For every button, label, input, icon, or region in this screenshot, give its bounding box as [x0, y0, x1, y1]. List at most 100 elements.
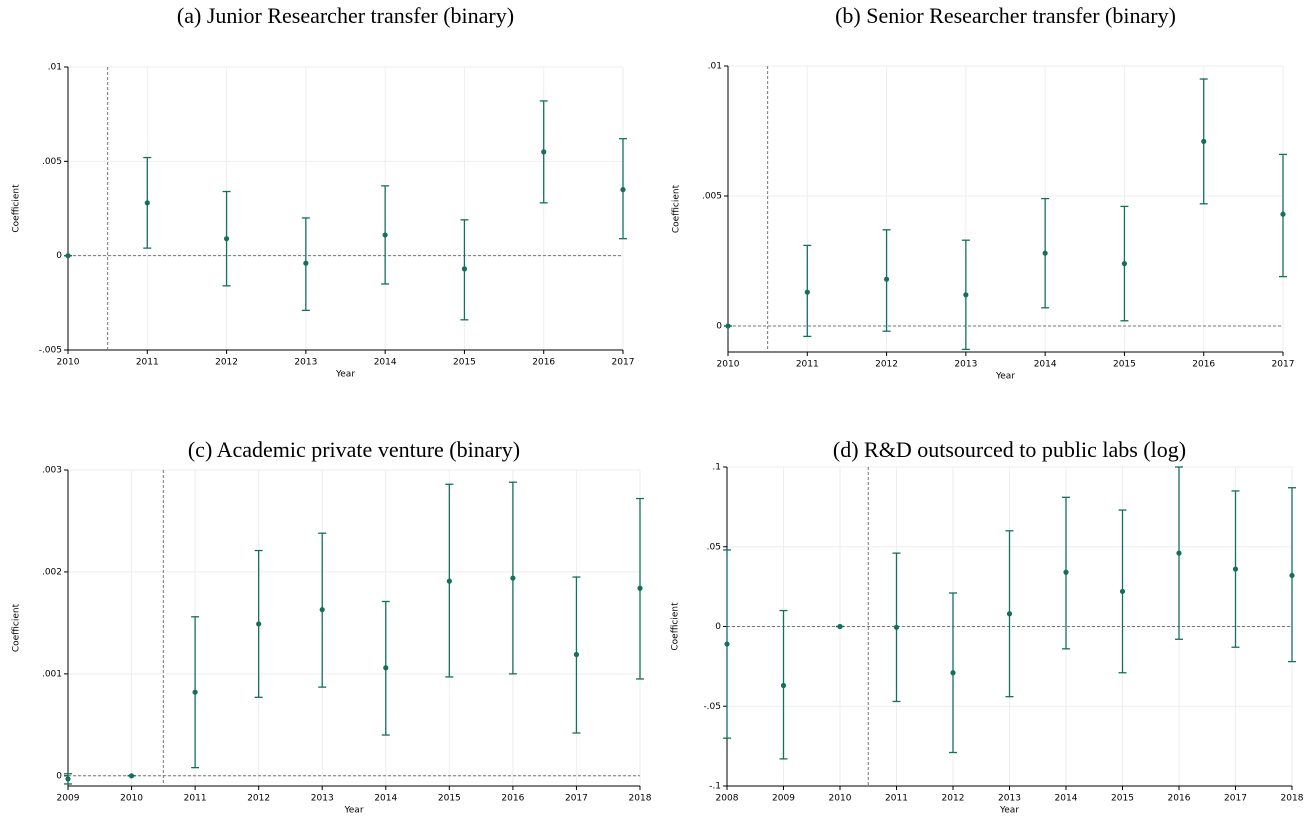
- point: [1280, 211, 1286, 217]
- point: [1063, 569, 1069, 575]
- y-axis-label: Coefficient: [12, 184, 22, 233]
- x-tick-label: 2012: [247, 794, 270, 804]
- x-tick-label: 2016: [532, 358, 555, 368]
- y-tick-label: -.05: [703, 702, 721, 712]
- chart-title: (a) Junior Researcher transfer (binary): [177, 3, 514, 28]
- point: [804, 289, 810, 295]
- x-tick-label: 2014: [1034, 360, 1057, 370]
- x-tick-label: 2010: [717, 360, 740, 370]
- x-tick-label: 2009: [772, 794, 795, 804]
- point: [319, 607, 325, 613]
- y-tick-label: -.005: [39, 346, 62, 356]
- x-tick-label: 2013: [954, 360, 977, 370]
- x-tick-label: 2013: [998, 794, 1021, 804]
- x-tick-label: 2013: [311, 794, 334, 804]
- point: [1119, 588, 1126, 595]
- x-tick-label: 2009: [57, 794, 80, 804]
- point: [1289, 572, 1295, 579]
- x-tick-label: 2012: [942, 794, 965, 804]
- y-tick-label: .003: [42, 466, 62, 476]
- x-tick-label: 2018: [629, 794, 652, 804]
- x-tick-label: 2014: [374, 794, 397, 804]
- point: [1042, 250, 1048, 256]
- point: [144, 200, 150, 206]
- point: [1121, 261, 1128, 267]
- point: [65, 776, 71, 782]
- x-tick-label: 2017: [1272, 360, 1295, 370]
- point: [837, 623, 843, 630]
- point: [780, 682, 787, 689]
- point: [725, 323, 731, 329]
- x-tick-label: 2012: [875, 360, 898, 370]
- x-tick-label: 2014: [1055, 794, 1078, 804]
- x-tick-label: 2008: [716, 794, 739, 804]
- point: [510, 575, 516, 581]
- y-tick-label: .002: [42, 567, 62, 577]
- x-axis-label: Year: [999, 806, 1019, 816]
- x-tick-label: 2015: [453, 358, 476, 368]
- y-axis-label: Coefficient: [12, 603, 22, 652]
- point: [541, 149, 547, 155]
- y-tick-label: .01: [708, 62, 722, 72]
- point: [461, 266, 468, 272]
- point: [1176, 550, 1182, 556]
- x-axis-label: Year: [335, 370, 355, 380]
- point: [303, 260, 309, 266]
- point: [620, 187, 626, 193]
- x-axis-label: Year: [343, 806, 363, 816]
- point: [382, 232, 388, 238]
- x-tick-label: 2015: [438, 794, 461, 804]
- x-tick-label: 2010: [57, 358, 80, 368]
- x-axis-label: Year: [995, 372, 1015, 382]
- point: [573, 651, 580, 658]
- point: [883, 276, 890, 282]
- point: [192, 689, 198, 695]
- x-tick-label: 2017: [1224, 794, 1247, 804]
- x-tick-label: 2011: [184, 794, 207, 804]
- point: [1201, 138, 1207, 144]
- point: [893, 624, 900, 630]
- chart-title: (d) R&D outsourced to public labs (log): [833, 437, 1186, 462]
- x-tick-label: 2015: [1111, 794, 1134, 804]
- point: [65, 253, 71, 259]
- x-tick-label: 2013: [294, 358, 317, 368]
- point: [256, 621, 262, 627]
- y-axis-label: Coefficient: [672, 184, 682, 233]
- x-tick-label: 2016: [1192, 360, 1215, 370]
- x-tick-label: 2010: [829, 794, 852, 804]
- x-tick-label: 2015: [1113, 360, 1136, 370]
- point: [1006, 611, 1013, 617]
- point: [950, 670, 956, 676]
- y-axis-label: Coefficient: [671, 602, 681, 651]
- y-tick-label: 0: [716, 322, 722, 332]
- x-tick-label: 2011: [796, 360, 819, 370]
- x-tick-label: 2014: [374, 358, 397, 368]
- x-tick-label: 2012: [215, 358, 238, 368]
- x-tick-label: 2016: [501, 794, 524, 804]
- y-tick-label: .005: [702, 192, 722, 202]
- y-tick-label: .01: [48, 63, 62, 73]
- point: [446, 578, 452, 584]
- y-tick-label: .1: [712, 463, 721, 473]
- x-tick-label: 2017: [565, 794, 588, 804]
- point: [128, 773, 135, 779]
- x-tick-label: 2011: [136, 358, 159, 368]
- y-tick-label: -.1: [709, 782, 721, 792]
- y-tick-label: .001: [42, 669, 62, 679]
- point: [724, 641, 730, 647]
- chart-title: (b) Senior Researcher transfer (binary): [835, 3, 1176, 28]
- x-tick-label: 2017: [612, 358, 635, 368]
- chart-title: (c) Academic private venture (binary): [188, 437, 520, 462]
- y-tick-label: .005: [42, 157, 62, 167]
- y-tick-label: 0: [56, 251, 62, 261]
- y-tick-label: 0: [715, 622, 721, 632]
- point: [637, 585, 643, 591]
- point: [1232, 566, 1239, 572]
- x-tick-label: 2010: [120, 794, 143, 804]
- point: [963, 292, 969, 298]
- x-tick-label: 2016: [1168, 794, 1191, 804]
- x-tick-label: 2018: [1281, 794, 1304, 804]
- y-tick-label: .05: [707, 542, 721, 552]
- x-tick-label: 2011: [885, 794, 908, 804]
